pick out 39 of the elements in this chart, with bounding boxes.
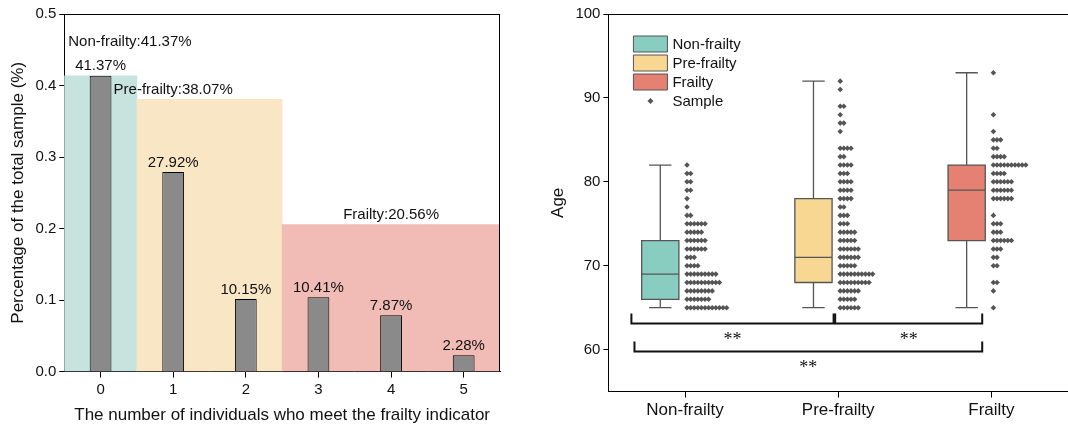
legend-label: Sample — [672, 92, 724, 110]
x-tick-label: Pre-frailty — [801, 400, 876, 420]
y-tick-label: 90 — [583, 88, 601, 106]
data-label: 10.15% — [220, 279, 272, 297]
x-tick-label: 4 — [386, 379, 396, 397]
y-tick-label: 80 — [583, 171, 601, 189]
y-tick-label: 0.0 — [35, 361, 57, 379]
annotation: ** — [899, 329, 918, 350]
data-label: Non-frailty:41.37% — [68, 32, 192, 50]
x-axis-title: The number of individuals who meet the frailty indicator — [74, 405, 491, 425]
x-tick-label: Non-frailty — [646, 400, 725, 420]
annotation: ** — [799, 357, 818, 378]
data-label: 7.87% — [369, 295, 413, 313]
data-label: Pre-frailty:38.07% — [113, 79, 233, 97]
y-tick-label: 0.3 — [35, 147, 57, 165]
annotation: ** — [723, 329, 742, 350]
data-label: Frailty:20.56% — [343, 205, 439, 223]
data-label: 27.92% — [147, 152, 199, 170]
y-tick-label: 70 — [583, 255, 601, 273]
legend-label: Frailty — [672, 73, 714, 91]
y-tick-label: 60 — [583, 339, 601, 357]
data-label: 41.37% — [75, 56, 126, 74]
y-axis-title: Age — [547, 187, 567, 218]
x-tick-label: 5 — [459, 379, 468, 397]
legend-label: Non-frailty — [672, 35, 742, 53]
y-tick-label: 0.1 — [35, 290, 57, 308]
x-tick-label: 2 — [241, 379, 250, 397]
y-tick-label: 0.4 — [35, 75, 57, 93]
x-tick-label: 1 — [169, 379, 178, 397]
y-tick-label: 0.2 — [35, 218, 57, 236]
legend-label: Pre-frailty — [672, 54, 738, 72]
x-tick-label: Frailty — [968, 400, 1016, 420]
data-label: 10.41% — [293, 277, 344, 295]
data-label: 2.28% — [442, 335, 485, 353]
y-tick-label: 0.5 — [35, 4, 57, 22]
y-axis-title: Percentage of the total sample (%) — [7, 61, 27, 324]
x-tick-label: 3 — [314, 379, 323, 397]
x-tick-label: 0 — [96, 379, 105, 397]
y-tick-label: 100 — [575, 4, 601, 22]
